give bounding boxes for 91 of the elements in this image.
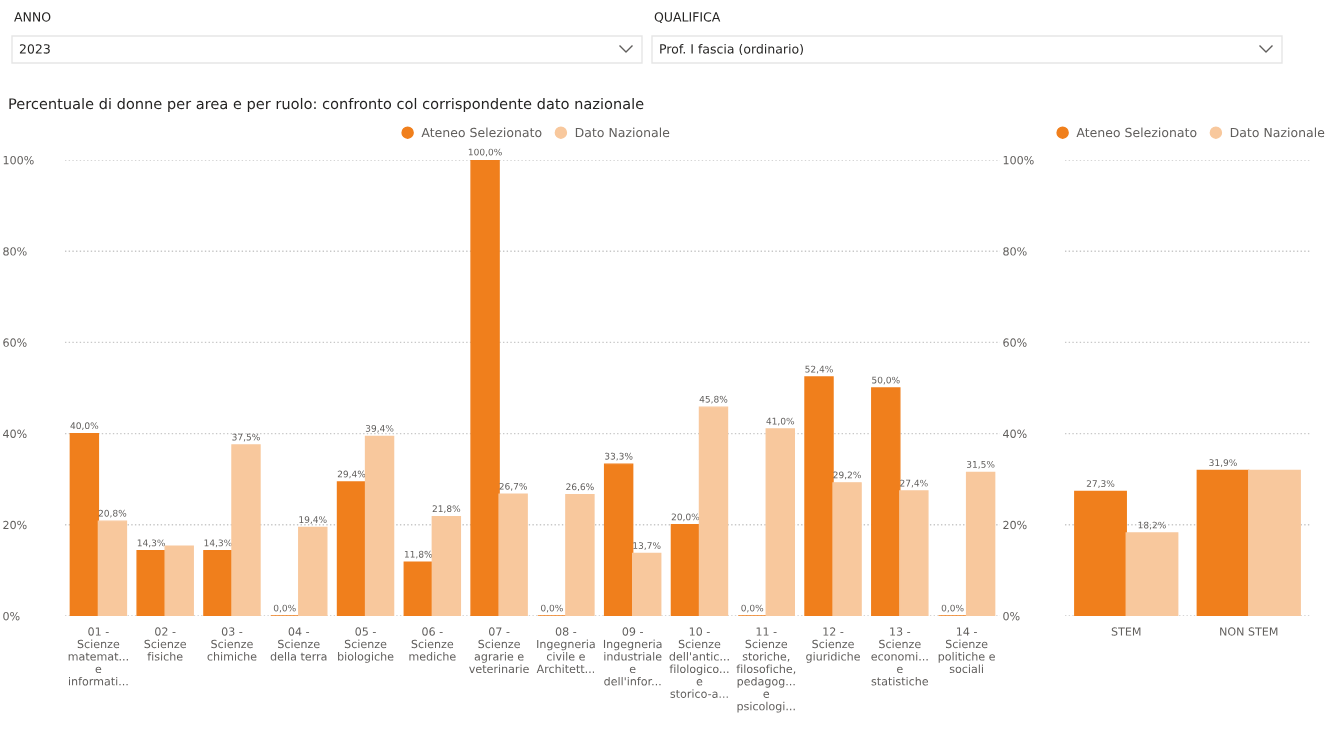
y-tick-label: 40%: [3, 429, 27, 438]
bar: [431, 515, 462, 616]
legend-label: Dato Nazionale: [575, 127, 670, 138]
x-tick-label: 11 - Scienze storiche, filosofiche, pedagog... e psicologi...: [736, 627, 796, 713]
data-label: 11,8%: [404, 550, 433, 559]
bar: [670, 524, 701, 616]
x-tick-label: 14 - Scienze politiche e sociali: [938, 627, 995, 674]
bar: [565, 494, 595, 616]
bar: [765, 428, 795, 616]
y-tick-label: 0%: [3, 611, 20, 621]
bar: [804, 376, 834, 616]
bar: [631, 552, 662, 616]
x-tick-label: 07 - Scienze agrarie e veterinarie: [469, 627, 529, 674]
y-tick-label: 20%: [3, 520, 27, 530]
y-tick-label: 60%: [1003, 338, 1027, 347]
y-tick-label: 20%: [1003, 520, 1027, 530]
bar: [136, 550, 166, 616]
data-label: 41,0%: [766, 417, 795, 426]
x-tick-label: 10 - Scienze dell'antic... filologico... e storico-a...: [669, 627, 729, 698]
data-label: 14,3%: [137, 539, 165, 548]
bar: [965, 471, 996, 616]
bar: [470, 160, 500, 616]
bar: [899, 490, 929, 616]
data-label: 18,2%: [1138, 521, 1166, 530]
data-label: 40,0%: [70, 422, 99, 430]
bar: [336, 481, 367, 616]
y-tick-label: 60%: [3, 338, 27, 347]
bar: [832, 482, 862, 616]
bar: [698, 406, 729, 616]
text: Prof. I fascia (ordinario): [660, 43, 803, 56]
x-tick-label: 09 - Ingegneria industriale e dell'infor...: [603, 627, 662, 686]
x-tick-label: 06 - Scienze mediche: [409, 627, 456, 661]
x-tick-label: 04 - Scienze della terra: [270, 627, 327, 661]
x-tick-label: 02 - Scienze fisiche: [144, 627, 186, 661]
bar: [871, 387, 901, 616]
data-label: 0,0%: [273, 604, 296, 613]
data-label: 13,7%: [633, 542, 661, 550]
data-label: 0,0%: [541, 604, 563, 613]
text: ANNO: [14, 12, 51, 22]
data-label: 100,0%: [468, 148, 502, 157]
y-tick-label: 0%: [1003, 611, 1020, 621]
x-tick-label: 03 - Scienze chimiche: [207, 627, 257, 661]
y-tick-label: 100%: [3, 155, 34, 165]
y-tick-label: 100%: [1003, 155, 1034, 165]
legend-label: Dato Nazionale: [1230, 127, 1325, 138]
bar: [203, 550, 233, 616]
data-label: 29,4%: [337, 470, 366, 479]
data-label: 0,0%: [741, 604, 764, 613]
bar: [69, 432, 100, 616]
data-label: 21,8%: [432, 505, 461, 513]
x-tick-label: STEM: [1111, 627, 1141, 636]
text: 2023: [19, 44, 50, 54]
bar: [1125, 532, 1179, 616]
data-label: 14,3%: [204, 539, 232, 548]
data-label: 52,4%: [805, 365, 833, 374]
legend-label: Ateneo Selezionato: [421, 127, 542, 138]
text: QUALIFICA: [654, 12, 721, 24]
data-label: 33,3%: [605, 452, 633, 461]
x-tick-label: 01 - Scienze matemat... e informati...: [68, 627, 128, 686]
bar: [403, 561, 434, 616]
bar: [1196, 469, 1250, 616]
y-tick-label: 80%: [1003, 247, 1027, 256]
data-label: 0,0%: [941, 604, 964, 613]
y-tick-label: 80%: [3, 247, 27, 256]
x-tick-label: 05 - Scienze biologiche: [338, 627, 394, 663]
bar: [1074, 490, 1127, 616]
bar: [164, 545, 194, 616]
data-label: 37,5%: [232, 433, 260, 442]
data-label: 45,8%: [699, 395, 728, 404]
bar: [498, 493, 528, 616]
data-label: 26,6%: [566, 483, 594, 492]
data-label: 50,0%: [872, 376, 900, 385]
chart-title: Percentuale di donne per area e per ruolo: confronto col corrispondente dato nazionale: [9, 97, 644, 113]
data-label: 19,4%: [299, 516, 327, 524]
x-tick-label: 13 - Scienze economi... e statistiche: [871, 627, 929, 686]
x-tick-label: NON STEM: [1220, 627, 1278, 636]
data-label: 31,9%: [1209, 459, 1237, 467]
data-label: 39,4%: [365, 424, 394, 433]
x-tick-label: 12 - Scienze giuridiche: [806, 627, 860, 663]
data-label: 27,3%: [1086, 480, 1115, 488]
bar: [603, 463, 634, 616]
bar: [231, 444, 261, 616]
bar: [1248, 469, 1301, 616]
data-label: 31,5%: [966, 461, 995, 469]
x-tick-label: 08 - Ingegneria civile e Architett...: [536, 627, 595, 674]
bar: [298, 526, 328, 616]
legend-label: Ateneo Selezionato: [1076, 127, 1197, 138]
data-label: 20,0%: [671, 513, 700, 522]
y-tick-label: 40%: [1003, 429, 1027, 438]
bar: [364, 435, 395, 616]
bar: [97, 520, 128, 616]
